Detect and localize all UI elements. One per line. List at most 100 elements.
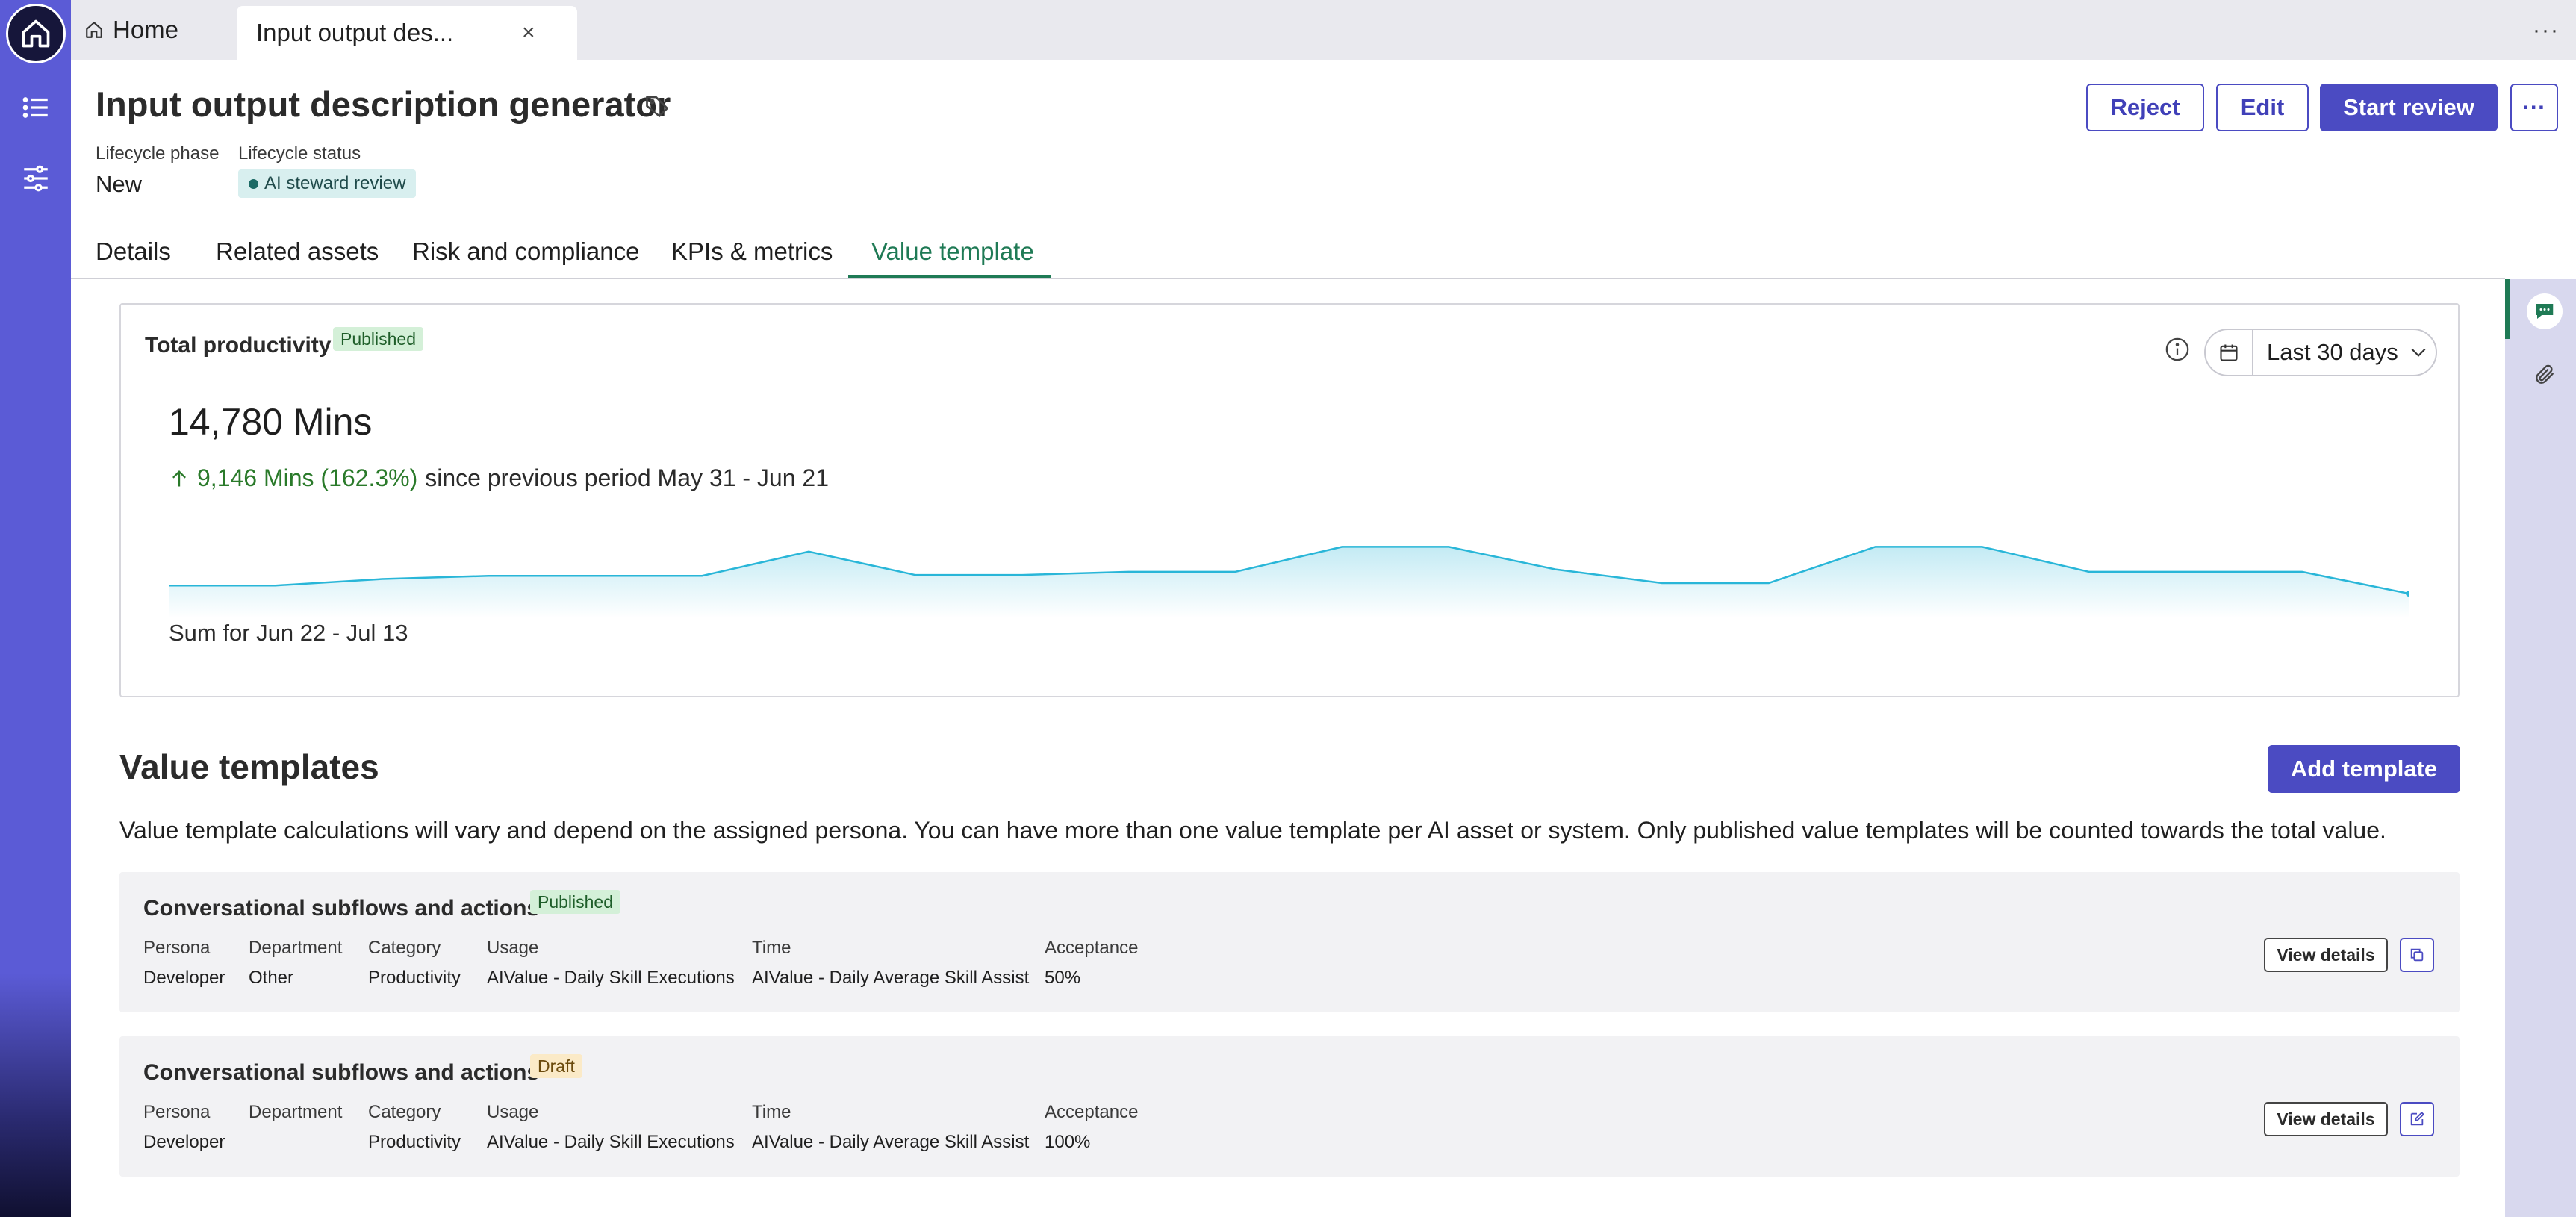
department-field: Department — [249, 1102, 342, 1132]
persona-label: Persona — [143, 938, 211, 958]
tab-home-label: Home — [113, 16, 179, 43]
attachment-button[interactable] — [2528, 358, 2561, 391]
edit-template-button[interactable] — [2400, 1102, 2434, 1136]
template-status-badge: Published — [530, 890, 621, 914]
lifecycle-phase-value: New — [96, 171, 143, 197]
lifecycle-phase-label: Lifecycle phase — [96, 143, 220, 164]
menu-list-button[interactable] — [16, 88, 55, 127]
tab-active[interactable]: Input output des... × — [237, 6, 577, 60]
usage-label: Usage — [487, 938, 539, 958]
department-label: Department — [249, 1102, 343, 1122]
paperclip-icon — [2536, 364, 2554, 384]
calendar-icon — [2220, 344, 2238, 361]
time-field: Time AIValue - Daily Average Skill Assis… — [752, 938, 1029, 989]
category-label: Category — [368, 938, 441, 958]
view-details-button[interactable]: View details — [2264, 1102, 2388, 1136]
usage-label: Usage — [487, 1102, 539, 1122]
usage-field: Usage AIValue - Daily Skill Executions — [487, 1102, 735, 1153]
sparkline-point — [2406, 591, 2409, 597]
persona-field: Persona Developer — [143, 1102, 225, 1153]
acceptance-value: 50% — [1045, 968, 1081, 988]
copy-template-button[interactable] — [2400, 938, 2434, 972]
start-review-button[interactable]: Start review — [2320, 84, 2498, 131]
home-icon — [22, 19, 50, 48]
category-value: Productivity — [368, 1132, 461, 1152]
copy-icon — [2410, 948, 2424, 962]
status-dot-icon — [249, 178, 258, 189]
tab-active-title: Input output des... — [256, 19, 454, 46]
category-label: Category — [368, 1102, 441, 1122]
category-field: Category Productivity — [368, 1102, 461, 1153]
header-more-button[interactable]: ··· — [2510, 84, 2558, 131]
tab-home[interactable]: Home — [84, 0, 178, 60]
persona-value: Developer — [143, 968, 225, 988]
chat-button[interactable] — [2527, 293, 2563, 329]
close-icon[interactable]: × — [522, 20, 535, 45]
sum-period-label: Sum for Jun 22 - Jul 13 — [169, 620, 408, 646]
reject-button[interactable]: Reject — [2086, 84, 2204, 131]
persona-label: Persona — [143, 1102, 211, 1122]
time-value: AIValue - Daily Average Skill Assist — [752, 968, 1030, 988]
delta-row: 9,146 Mins (162.3%) since previous perio… — [169, 464, 829, 492]
template-card: Conversational subflows and actions Publ… — [119, 872, 2460, 1012]
page-title: Input output description generator — [96, 84, 671, 124]
date-range-dropdown[interactable]: Last 30 days — [2204, 329, 2437, 376]
template-title: Conversational subflows and actions — [143, 1060, 540, 1085]
tab-related-assets[interactable]: Related assets — [216, 237, 379, 265]
edit-button[interactable]: Edit — [2216, 84, 2309, 131]
list-icon — [22, 97, 48, 118]
time-field: Time AIValue - Daily Average Skill Assis… — [752, 1102, 1029, 1153]
usage-value: AIValue - Daily Skill Executions — [487, 968, 735, 988]
tab-kpis-metrics[interactable]: KPIs & metrics — [671, 237, 833, 265]
time-label: Time — [752, 1102, 791, 1122]
calendar-icon-wrap — [2206, 330, 2253, 375]
published-badge: Published — [333, 327, 424, 351]
acceptance-label: Acceptance — [1045, 1102, 1139, 1122]
right-rail-active-indicator — [2505, 279, 2510, 339]
lifecycle-status-label: Lifecycle status — [238, 143, 361, 164]
tag-icon[interactable] — [644, 93, 671, 119]
tab-bar: Home Input output des... × ··· — [71, 0, 2576, 60]
total-productivity-value: 14,780 Mins — [169, 401, 373, 443]
time-value: AIValue - Daily Average Skill Assist — [752, 1132, 1030, 1152]
sliders-icon — [24, 165, 48, 192]
arrow-up-icon — [172, 470, 186, 486]
delta-text: since previous period May 31 - Jun 21 — [425, 464, 829, 491]
more-icon[interactable]: ··· — [2533, 18, 2560, 43]
home-small-icon — [86, 22, 102, 38]
chevron-down-icon — [2411, 348, 2426, 357]
status-badge: AI steward review — [238, 169, 417, 198]
sparkline-series-line — [169, 546, 2409, 595]
usage-value: AIValue - Daily Skill Executions — [487, 1132, 735, 1152]
tab-details[interactable]: Details — [96, 237, 171, 265]
right-rail — [2505, 279, 2576, 1217]
productivity-sparkline — [169, 546, 2409, 618]
category-field: Category Productivity — [368, 938, 461, 989]
acceptance-label: Acceptance — [1045, 938, 1139, 958]
template-title: Conversational subflows and actions — [143, 896, 540, 921]
template-status-badge: Draft — [530, 1054, 582, 1078]
tab-risk-and-compliance[interactable]: Risk and compliance — [412, 237, 640, 265]
productivity-card: Total productivity Published Last 30 day… — [119, 303, 2460, 697]
category-value: Productivity — [368, 968, 461, 988]
edit-icon — [2410, 1112, 2424, 1126]
productivity-title: Total productivity — [145, 333, 332, 358]
acceptance-value: 100% — [1045, 1132, 1091, 1152]
tab-value-template[interactable]: Value template — [871, 237, 1034, 265]
status-badge-text: AI steward review — [264, 173, 406, 193]
delta-value: 9,146 Mins (162.3%) — [197, 464, 418, 491]
active-tab-indicator — [848, 275, 1051, 278]
add-template-button[interactable]: Add template — [2268, 745, 2460, 793]
info-icon[interactable] — [2165, 337, 2190, 362]
view-details-button[interactable]: View details — [2264, 938, 2388, 972]
usage-field: Usage AIValue - Daily Skill Executions — [487, 938, 735, 989]
date-range-value: Last 30 days — [2267, 339, 2398, 365]
filters-button[interactable] — [16, 159, 55, 198]
acceptance-field: Acceptance 100% — [1045, 1102, 1138, 1153]
chat-icon — [2536, 304, 2554, 319]
value-templates-heading: Value templates — [119, 747, 379, 786]
department-field: Department Other — [249, 938, 342, 989]
home-button[interactable] — [6, 4, 66, 63]
acceptance-field: Acceptance 50% — [1045, 938, 1138, 989]
sparkline-area — [169, 547, 2409, 618]
